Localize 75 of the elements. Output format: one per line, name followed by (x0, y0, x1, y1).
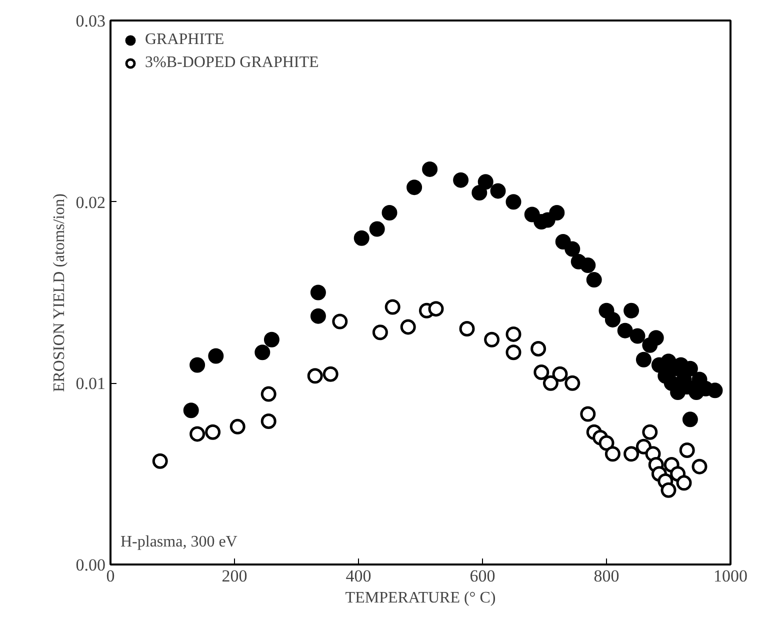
point (506, 194, 522, 210)
point (384, 299, 400, 315)
y-tick-label: 0.01 (76, 374, 106, 394)
point (542, 375, 558, 391)
point (660, 482, 676, 498)
point (580, 258, 596, 274)
legend-label: 3%B-DOPED GRAPHITE (145, 54, 319, 72)
point (208, 348, 224, 364)
point (679, 442, 695, 458)
point (630, 328, 646, 344)
point (478, 174, 494, 190)
point (636, 352, 652, 368)
point (484, 332, 500, 348)
y-tick-label: 0.00 (76, 556, 106, 574)
point (406, 180, 422, 196)
point (254, 344, 270, 360)
point (369, 221, 385, 237)
annotation: H-plasma, 300 eV (120, 534, 238, 550)
x-tick-label: 1000 (714, 566, 748, 586)
point (598, 435, 614, 451)
point (190, 426, 206, 442)
point (400, 319, 416, 335)
point (260, 386, 276, 402)
point (617, 322, 633, 338)
point (183, 402, 199, 418)
point (382, 204, 398, 220)
point (372, 324, 388, 340)
point (564, 241, 580, 257)
point (530, 340, 546, 356)
point (190, 357, 206, 373)
point (310, 308, 326, 324)
point (490, 183, 506, 199)
point (428, 301, 444, 317)
point (422, 161, 438, 177)
point (586, 272, 602, 288)
point (322, 366, 338, 382)
point (604, 446, 620, 462)
point (707, 382, 723, 398)
point (260, 414, 276, 429)
point (534, 364, 550, 380)
point (692, 458, 708, 474)
y-tick-label: 0.03 (76, 12, 106, 30)
point (332, 314, 348, 330)
x-tick-label: 600 (470, 566, 496, 586)
x-tick-label: 200 (222, 566, 248, 586)
x-axis-title: TEMPERATURE (° C) (345, 590, 496, 606)
point (459, 321, 475, 337)
legend-label: GRAPHITE (145, 31, 224, 49)
point (624, 302, 640, 318)
point (506, 344, 522, 360)
point (310, 284, 326, 300)
point (230, 418, 246, 434)
y-tick-label: 0.02 (76, 192, 106, 212)
point (506, 326, 522, 342)
x-tick-label: 800 (594, 566, 620, 586)
point (552, 366, 568, 382)
point (604, 312, 620, 328)
point (648, 330, 664, 346)
point (205, 424, 221, 440)
point (564, 375, 580, 391)
point (453, 172, 469, 188)
point (354, 230, 370, 246)
point (472, 185, 488, 201)
point (676, 475, 692, 491)
point (624, 446, 640, 462)
point (307, 368, 323, 384)
x-tick-label: 0 (106, 566, 115, 586)
point (264, 332, 280, 348)
point (580, 406, 596, 422)
x-tick-label: 400 (346, 566, 372, 586)
point (682, 412, 698, 428)
y-axis-title: EROSION YIELD (atoms/ion) (50, 194, 68, 392)
point (642, 424, 658, 440)
point (549, 204, 565, 220)
point (152, 453, 168, 469)
